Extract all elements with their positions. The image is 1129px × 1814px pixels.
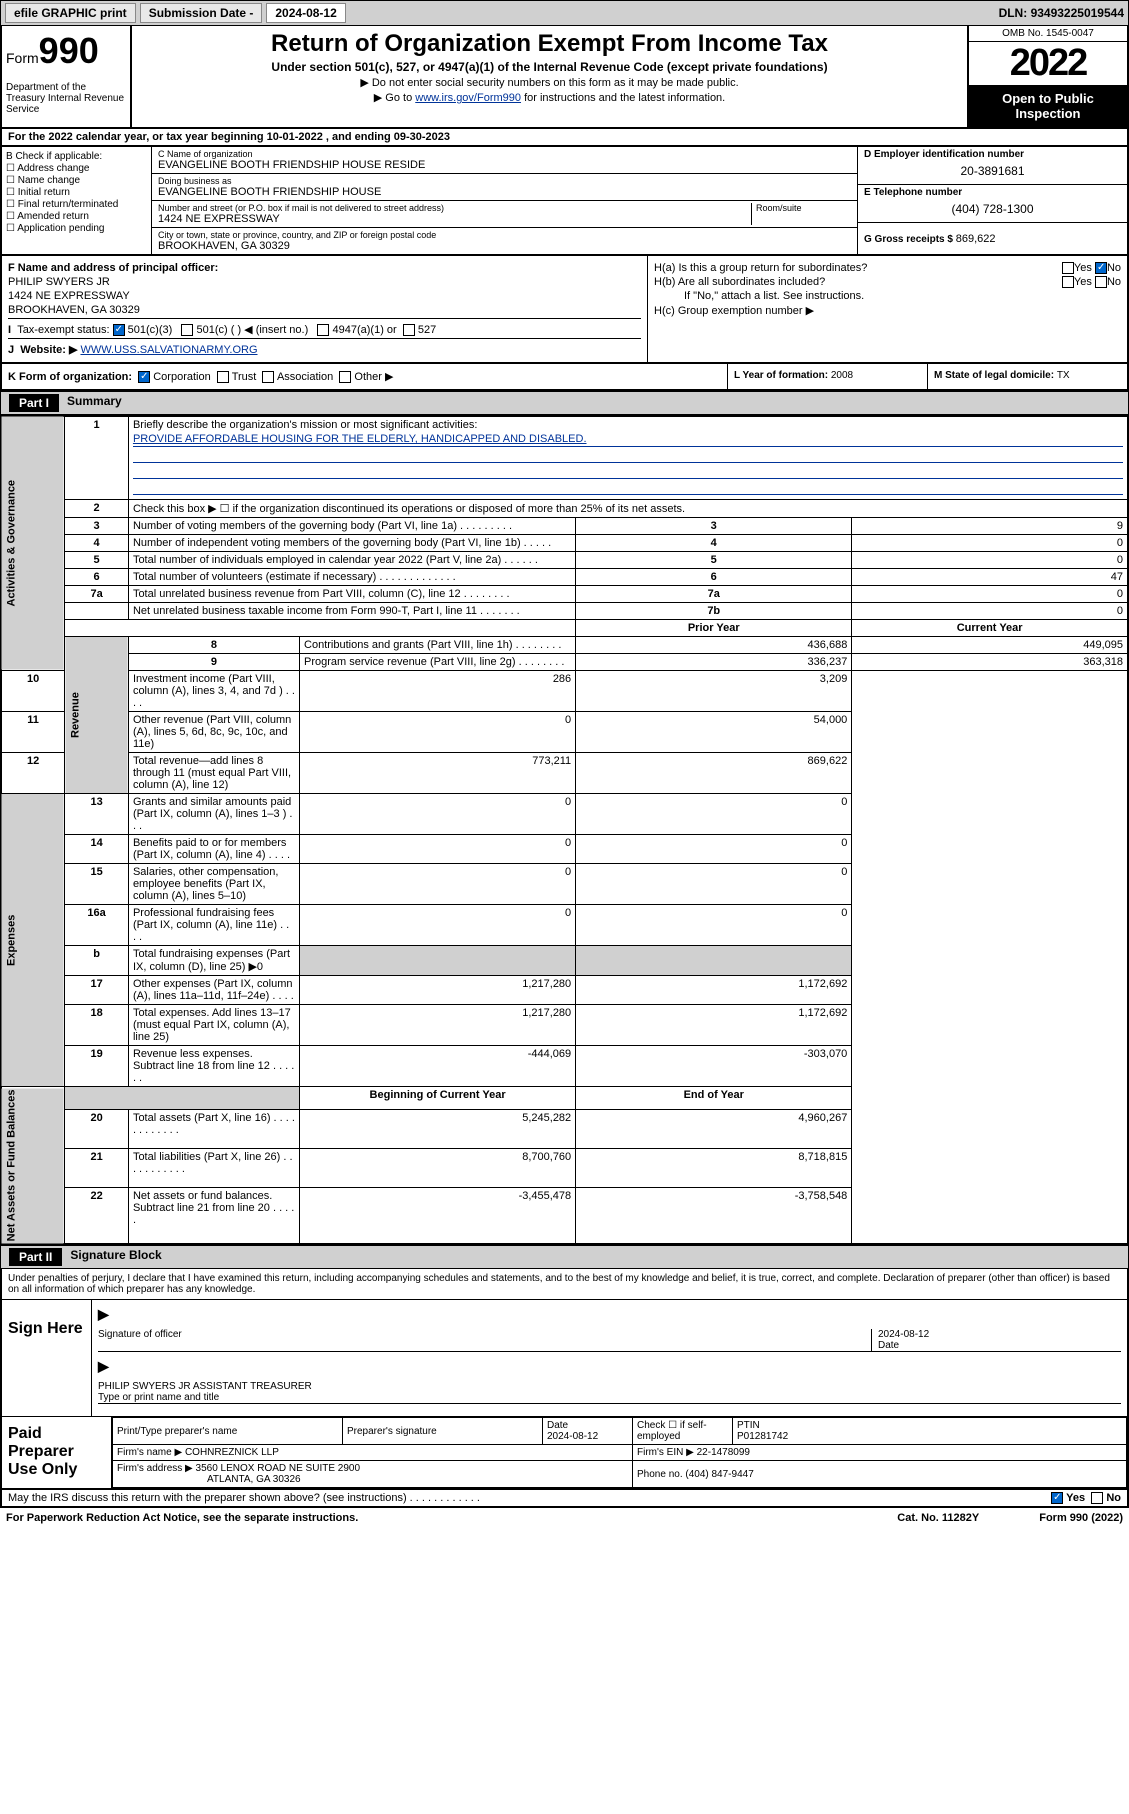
hb-no[interactable] xyxy=(1095,276,1107,288)
line-a: For the 2022 calendar year, or tax year … xyxy=(0,129,1129,147)
sig-date: 2024-08-12 xyxy=(878,1329,929,1340)
val-7a: 0 xyxy=(852,586,1128,603)
ha-yes[interactable] xyxy=(1062,262,1074,274)
group-return-block: H(a) Is this a group return for subordin… xyxy=(647,256,1127,362)
k-assoc[interactable] xyxy=(262,371,274,383)
ha-no[interactable] xyxy=(1095,262,1107,274)
officer-addr1: 1424 NE EXPRESSWAY xyxy=(8,290,641,302)
discuss-no[interactable] xyxy=(1091,1492,1103,1504)
val-7b: 0 xyxy=(852,603,1128,620)
street-address: 1424 NE EXPRESSWAY xyxy=(158,213,751,225)
dln: DLN: 93493225019544 xyxy=(999,6,1124,20)
ein: 20-3891681 xyxy=(864,160,1121,182)
val-6: 47 xyxy=(852,569,1128,586)
omb-number: OMB No. 1545-0047 xyxy=(969,26,1127,42)
form-header: Form990 Department of the Treasury Inter… xyxy=(0,26,1129,129)
officer-left: F Name and address of principal officer:… xyxy=(2,256,647,362)
form-subtitle: Under section 501(c), 527, or 4947(a)(1)… xyxy=(136,60,963,74)
val-5: 0 xyxy=(852,552,1128,569)
formation-section: K Form of organization: Corporation Trus… xyxy=(0,364,1129,391)
discuss-yes[interactable] xyxy=(1051,1492,1063,1504)
department-label: Department of the Treasury Internal Reve… xyxy=(6,82,126,115)
form-note-1: ▶ Do not enter social security numbers o… xyxy=(136,76,963,89)
checkbox-column: B Check if applicable: ☐ Address change … xyxy=(2,147,152,254)
state-domicile: M State of legal domicile: TX xyxy=(927,364,1127,389)
public-inspection: Open to Public Inspection xyxy=(969,85,1127,127)
side-net-assets: Net Assets or Fund Balances xyxy=(1,1087,65,1244)
phone: (404) 728-1300 xyxy=(864,198,1121,220)
check-amended-return[interactable]: ☐ Amended return xyxy=(6,211,147,222)
part2-header: Part IISignature Block xyxy=(0,1245,1129,1269)
officer-name-title: PHILIP SWYERS JR ASSISTANT TREASURER xyxy=(98,1381,312,1392)
org-name: EVANGELINE BOOTH FRIENDSHIP HOUSE RESIDE xyxy=(158,159,851,171)
website[interactable]: WWW.USS.SALVATIONARMY.ORG xyxy=(80,344,257,356)
summary-table: Activities & Governance 1 Briefly descri… xyxy=(0,415,1129,1245)
firm-name: COHNREZNICK LLP xyxy=(185,1447,279,1458)
identity-section: B Check if applicable: ☐ Address change … xyxy=(0,147,1129,256)
form-number-block: Form990 Department of the Treasury Inter… xyxy=(2,26,132,127)
form-title-block: Return of Organization Exempt From Incom… xyxy=(132,26,967,127)
check-application-pending[interactable]: ☐ Application pending xyxy=(6,223,147,234)
tax-year: 2022 xyxy=(969,42,1127,85)
part1-header: Part ISummary xyxy=(0,391,1129,415)
check-initial-return[interactable]: ☐ Initial return xyxy=(6,187,147,198)
hb-yes[interactable] xyxy=(1062,276,1074,288)
paid-preparer-label: Paid Preparer Use Only xyxy=(2,1417,112,1488)
val-3: 9 xyxy=(852,518,1128,535)
page-footer: For Paperwork Reduction Act Notice, see … xyxy=(0,1508,1129,1528)
ein-column: D Employer identification number20-38916… xyxy=(857,147,1127,254)
check-final-return[interactable]: ☐ Final return/terminated xyxy=(6,199,147,210)
check-address-change[interactable]: ☐ Address change xyxy=(6,163,147,174)
discuss-row: May the IRS discuss this return with the… xyxy=(0,1490,1129,1508)
firm-address: 3560 LENOX ROAD NE SUITE 2900 xyxy=(196,1463,361,1474)
officer-name: PHILIP SWYERS JR xyxy=(8,276,641,288)
city-state-zip: BROOKHAVEN, GA 30329 xyxy=(158,240,851,252)
sign-here-label: Sign Here xyxy=(2,1300,92,1416)
form-ref: Form 990 (2022) xyxy=(1039,1512,1123,1524)
check-4947[interactable] xyxy=(317,324,329,336)
gross-receipts: 869,622 xyxy=(956,233,996,245)
efile-button[interactable]: efile GRAPHIC print xyxy=(5,3,136,23)
check-501c3[interactable] xyxy=(113,324,125,336)
form-note-2: ▶ Go to www.irs.gov/Form990 for instruct… xyxy=(136,91,963,104)
form-title: Return of Organization Exempt From Incom… xyxy=(136,30,963,58)
year-formation: L Year of formation: 2008 xyxy=(727,364,927,389)
officer-section: F Name and address of principal officer:… xyxy=(0,256,1129,364)
dba-name: EVANGELINE BOOTH FRIENDSHIP HOUSE xyxy=(158,186,851,198)
side-governance: Activities & Governance xyxy=(1,416,65,671)
preparer-table: Print/Type preparer's name Preparer's si… xyxy=(112,1417,1127,1488)
form-number: 990 xyxy=(39,30,99,71)
firm-phone: (404) 847-9447 xyxy=(685,1469,753,1480)
k-corp[interactable] xyxy=(138,371,150,383)
firm-ein: 22-1478099 xyxy=(697,1447,750,1458)
check-527[interactable] xyxy=(403,324,415,336)
irs-link[interactable]: www.irs.gov/Form990 xyxy=(415,92,521,104)
signature-section: Under penalties of perjury, I declare th… xyxy=(0,1269,1129,1490)
submission-label: Submission Date - xyxy=(140,3,263,23)
ptin: P01281742 xyxy=(737,1431,788,1442)
perjury-declaration: Under penalties of perjury, I declare th… xyxy=(2,1269,1127,1299)
k-form-org: K Form of organization: Corporation Trus… xyxy=(2,364,727,389)
top-bar: efile GRAPHIC print Submission Date - 20… xyxy=(0,0,1129,26)
side-expenses: Expenses xyxy=(1,794,65,1087)
submission-date: 2024-08-12 xyxy=(266,3,345,23)
cat-no: Cat. No. 11282Y xyxy=(897,1512,979,1524)
k-other[interactable] xyxy=(339,371,351,383)
mission: PROVIDE AFFORDABLE HOUSING FOR THE ELDER… xyxy=(133,433,1123,447)
check-name-change[interactable]: ☐ Name change xyxy=(6,175,147,186)
org-info-column: C Name of organizationEVANGELINE BOOTH F… xyxy=(152,147,857,254)
k-trust[interactable] xyxy=(217,371,229,383)
officer-addr2: BROOKHAVEN, GA 30329 xyxy=(8,304,641,316)
year-block: OMB No. 1545-0047 2022 Open to Public In… xyxy=(967,26,1127,127)
check-501c[interactable] xyxy=(181,324,193,336)
side-revenue: Revenue xyxy=(65,637,129,794)
val-4: 0 xyxy=(852,535,1128,552)
